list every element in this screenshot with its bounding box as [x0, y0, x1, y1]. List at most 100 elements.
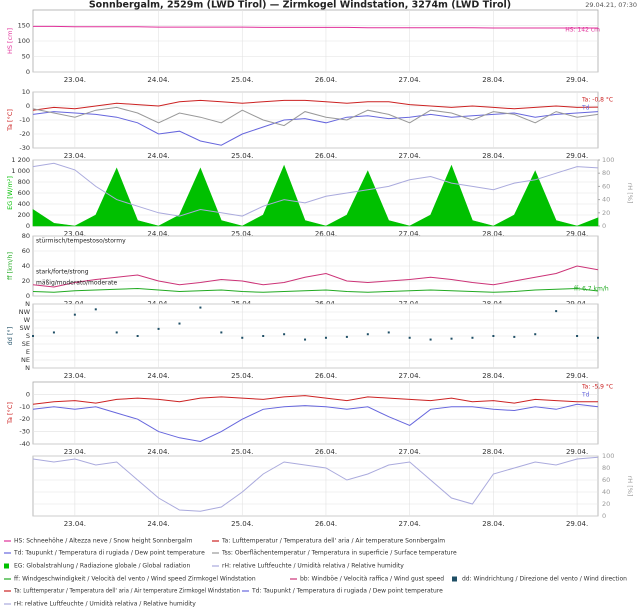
y-axis-label: HS [cm]	[6, 28, 14, 54]
y-tick-label: SE	[22, 340, 30, 348]
annotation: stürmisch/tempestoso/stormy	[36, 238, 126, 245]
x-tick-label: 26.04.	[315, 520, 337, 528]
y2-tick-label: 80	[602, 169, 610, 177]
y2-tick-label: 60	[602, 476, 610, 484]
x-tick-label: 26.04.	[315, 152, 337, 160]
y-tick-label: 20	[22, 277, 30, 285]
wind-direction-point	[345, 335, 348, 338]
x-tick-label: 23.04.	[64, 76, 86, 84]
x-tick-label: 23.04.	[64, 448, 86, 456]
wind-direction-point	[304, 338, 307, 341]
y-tick-label: N	[25, 364, 30, 372]
legend-label: dd: Windrichtung / Direzione del vento /…	[462, 576, 627, 583]
y-tick-label: NW	[19, 308, 31, 316]
y-tick-label: 400	[18, 200, 30, 208]
wind-direction-point	[115, 331, 118, 334]
y2-axis-label: rH [%]	[626, 183, 634, 204]
wind-direction-point	[199, 306, 202, 309]
legend-swatch	[452, 576, 457, 582]
y-tick-label: -10	[19, 116, 30, 124]
wind-direction-point	[262, 335, 265, 337]
wind-direction-point	[408, 336, 411, 339]
y2-tick-label: 40	[602, 488, 610, 496]
y-tick-label: -10	[19, 403, 30, 411]
y-tick-label: 1 000	[11, 167, 30, 175]
wind-direction-point	[366, 333, 369, 336]
annotation: stark/forte/strong	[36, 269, 89, 276]
x-tick-label: 29.04.	[566, 372, 588, 380]
x-tick-label: 24.04.	[147, 152, 169, 160]
line	[32, 395, 599, 405]
x-tick-label: 23.04.	[64, 230, 86, 238]
x-tick-label: 24.04.	[147, 372, 169, 380]
line	[32, 111, 599, 146]
x-tick-label: 29.04.	[566, 520, 588, 528]
annotation: Ta: -5,9 °C	[581, 384, 613, 391]
y2-axis-label: rH [%]	[626, 476, 634, 497]
x-tick-label: 27.04.	[399, 230, 421, 238]
x-tick-label: 25.04.	[231, 152, 253, 160]
y-tick-label: 1 200	[11, 156, 30, 164]
chart-title: Sonnbergalm, 2529m (LWD Tirol) — Zirmkog…	[89, 0, 511, 11]
line	[32, 265, 599, 288]
y-tick-label: -20	[19, 130, 30, 138]
wind-direction-point	[576, 335, 579, 337]
x-tick-label: 29.04.	[566, 152, 588, 160]
x-tick-label: 28.04.	[482, 76, 504, 84]
annotation: Ta: -0,8 °C	[581, 97, 613, 104]
y-tick-label: 200	[18, 211, 30, 219]
annotation: Td	[581, 392, 590, 399]
legend-label: Tss: Oberflächentemperatur / Temperatura…	[221, 550, 457, 557]
line	[32, 99, 599, 111]
y-axis-label: ff [km/h]	[6, 252, 14, 280]
wind-direction-point	[513, 335, 516, 338]
legend-label: Td: Taupunkt / Temperatura di rugiada / …	[251, 588, 443, 595]
timestamp: 29.04.21, 07:30	[585, 1, 637, 9]
y2-tick-label: 0	[602, 512, 606, 520]
y-tick-label: 0	[26, 68, 30, 76]
y-tick-label: S	[26, 332, 30, 340]
wind-direction-point	[324, 336, 327, 339]
plot-frame	[32, 381, 599, 445]
line	[32, 106, 599, 127]
annotation: ff: 6,7 km/h	[574, 286, 609, 293]
x-tick-label: 29.04.	[566, 448, 588, 456]
wind-direction-point	[597, 336, 599, 339]
y-tick-label: W	[24, 316, 31, 324]
wind-direction-point	[220, 331, 223, 334]
x-tick-label: 26.04.	[315, 76, 337, 84]
y2-tick-label: 80	[602, 464, 610, 472]
y-tick-label: -30	[19, 144, 30, 152]
wind-direction-point	[32, 335, 34, 337]
line	[33, 25, 598, 29]
legend-label: HS: Schneehöhe / Altezza neve / Snow hei…	[14, 538, 193, 545]
wind-direction-point	[52, 331, 55, 334]
x-tick-label: 28.04.	[482, 230, 504, 238]
y-tick-label: 0	[26, 292, 30, 300]
y-tick-label: SW	[19, 324, 30, 332]
wind-direction-point	[136, 335, 139, 337]
x-tick-label: 25.04.	[231, 448, 253, 456]
x-tick-label: 27.04.	[399, 520, 421, 528]
y-axis-label: EG [W/m²]	[6, 176, 14, 210]
wind-direction-point	[534, 333, 537, 336]
wind-direction-point	[94, 308, 97, 311]
y-tick-label: N	[25, 300, 30, 308]
y-tick-label: 80	[22, 232, 30, 240]
wind-direction-point	[283, 333, 286, 336]
legend-label: Ta: Lufttemperatur / Temperatura dell' a…	[13, 588, 240, 595]
y-tick-label: 0	[26, 102, 30, 110]
x-tick-label: 28.04.	[482, 372, 504, 380]
x-tick-label: 28.04.	[482, 448, 504, 456]
x-tick-label: 28.04.	[482, 152, 504, 160]
y-tick-label: 100	[18, 37, 30, 45]
x-tick-label: 28.04.	[482, 520, 504, 528]
y-tick-label: 800	[18, 178, 30, 186]
y2-tick-label: 100	[602, 452, 614, 460]
legend-label: Ta: Lufttemperatur / Temperatura dell' a…	[221, 538, 445, 545]
x-tick-label: 24.04.	[147, 230, 169, 238]
wind-direction-point	[429, 338, 432, 341]
y-tick-label: 150	[18, 22, 30, 30]
wind-direction-point	[450, 337, 453, 340]
y-tick-label: 50	[22, 53, 30, 61]
